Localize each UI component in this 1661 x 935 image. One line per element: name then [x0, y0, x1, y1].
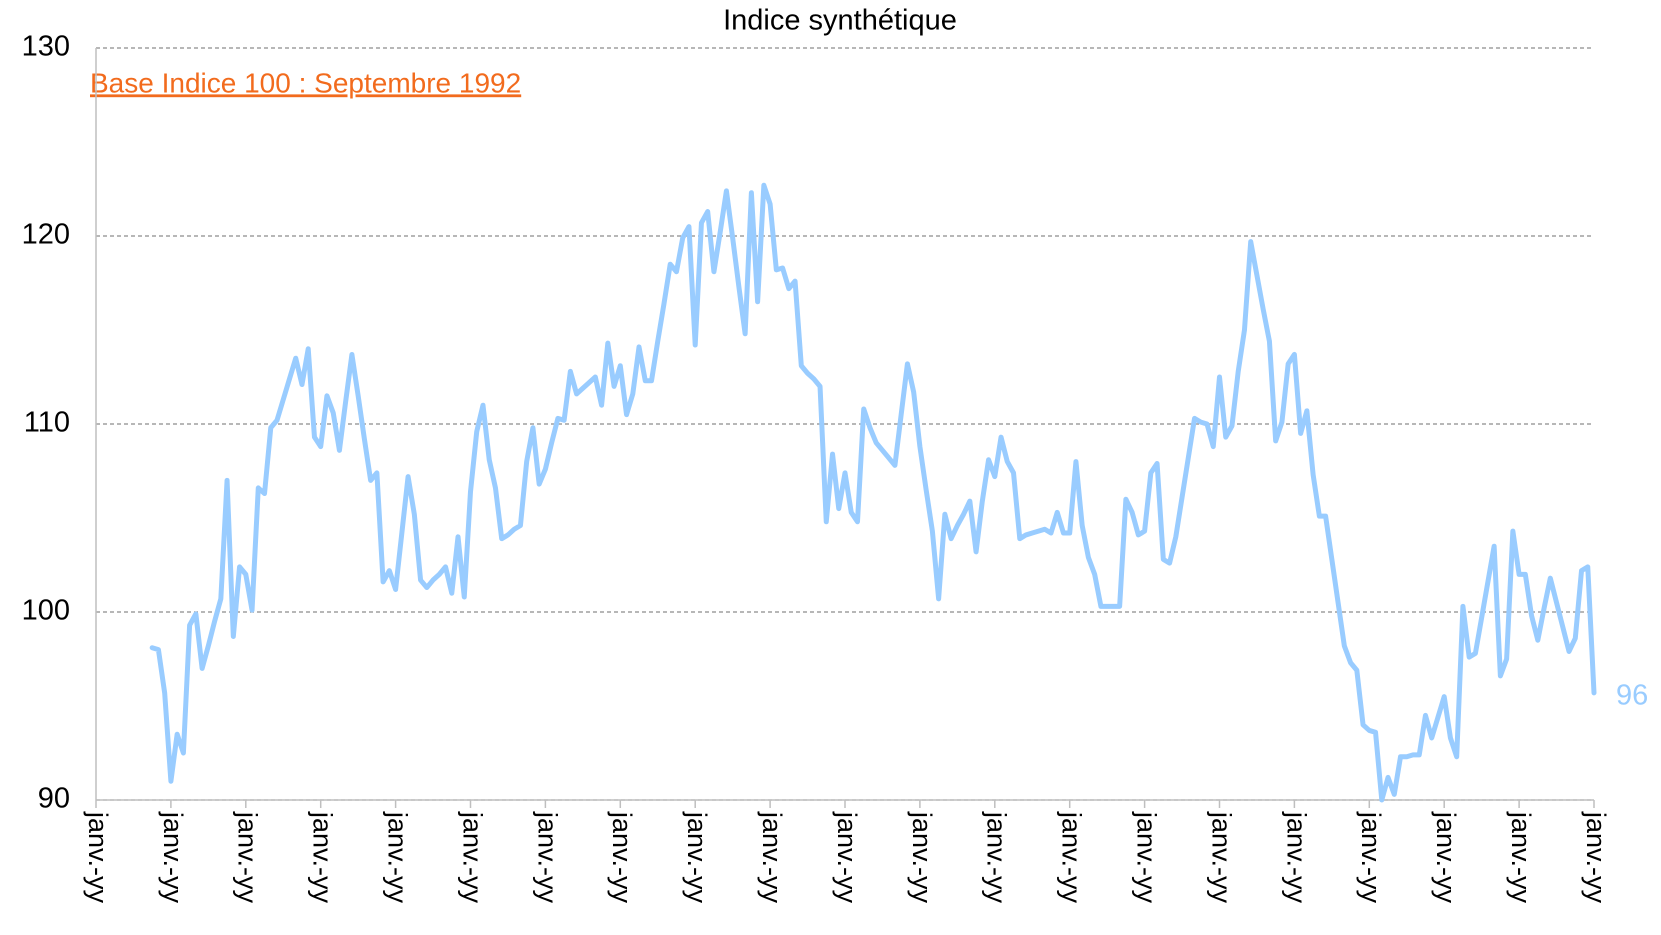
- y-tick-label: 100: [22, 595, 70, 627]
- y-tick-label: 120: [22, 219, 70, 251]
- y-tick-label: 110: [24, 407, 70, 439]
- chart-title: Indice synthétique: [723, 5, 957, 37]
- x-tick-label: janv.-yy: [1131, 811, 1161, 904]
- x-tick-label: janv.-yy: [982, 811, 1012, 904]
- x-tick-label: janv.-yy: [1057, 811, 1087, 904]
- x-tick-label: janv.-yy: [682, 811, 712, 904]
- x-tick-label: janv.-yy: [233, 811, 263, 904]
- annotation: Base Indice 100 : Septembre 1992: [90, 67, 521, 98]
- x-tick-label: janv.-yy: [832, 811, 862, 904]
- x-tick-label: janv.-yy: [1356, 811, 1386, 904]
- x-tick-label: janv.-yy: [382, 811, 412, 904]
- x-tick-label: janv.-yy: [607, 811, 637, 904]
- x-tick-label: janv.-yy: [83, 811, 113, 904]
- y-tick-label: 130: [22, 31, 70, 63]
- x-tick-label: janv.-yy: [1431, 811, 1461, 904]
- x-tick-label: janv.-yy: [457, 811, 487, 904]
- data-line: [149, 182, 1597, 803]
- y-tick-label: 90: [38, 783, 70, 815]
- x-tick-label: janv.-yy: [1506, 811, 1536, 904]
- x-tick-label: janv.-yy: [532, 811, 562, 904]
- x-tick-label: janv.-yy: [158, 811, 188, 904]
- x-tick-label: janv.-yy: [907, 811, 937, 904]
- x-tick-label: janv.-yy: [1281, 811, 1311, 904]
- x-tick-label: janv.-yy: [1206, 811, 1236, 904]
- value-label: 96: [1616, 679, 1648, 711]
- x-tick-label: janv.-yy: [1581, 811, 1611, 904]
- x-tick-label: janv.-yy: [757, 811, 787, 904]
- x-tick-label: janv.-yy: [308, 811, 338, 904]
